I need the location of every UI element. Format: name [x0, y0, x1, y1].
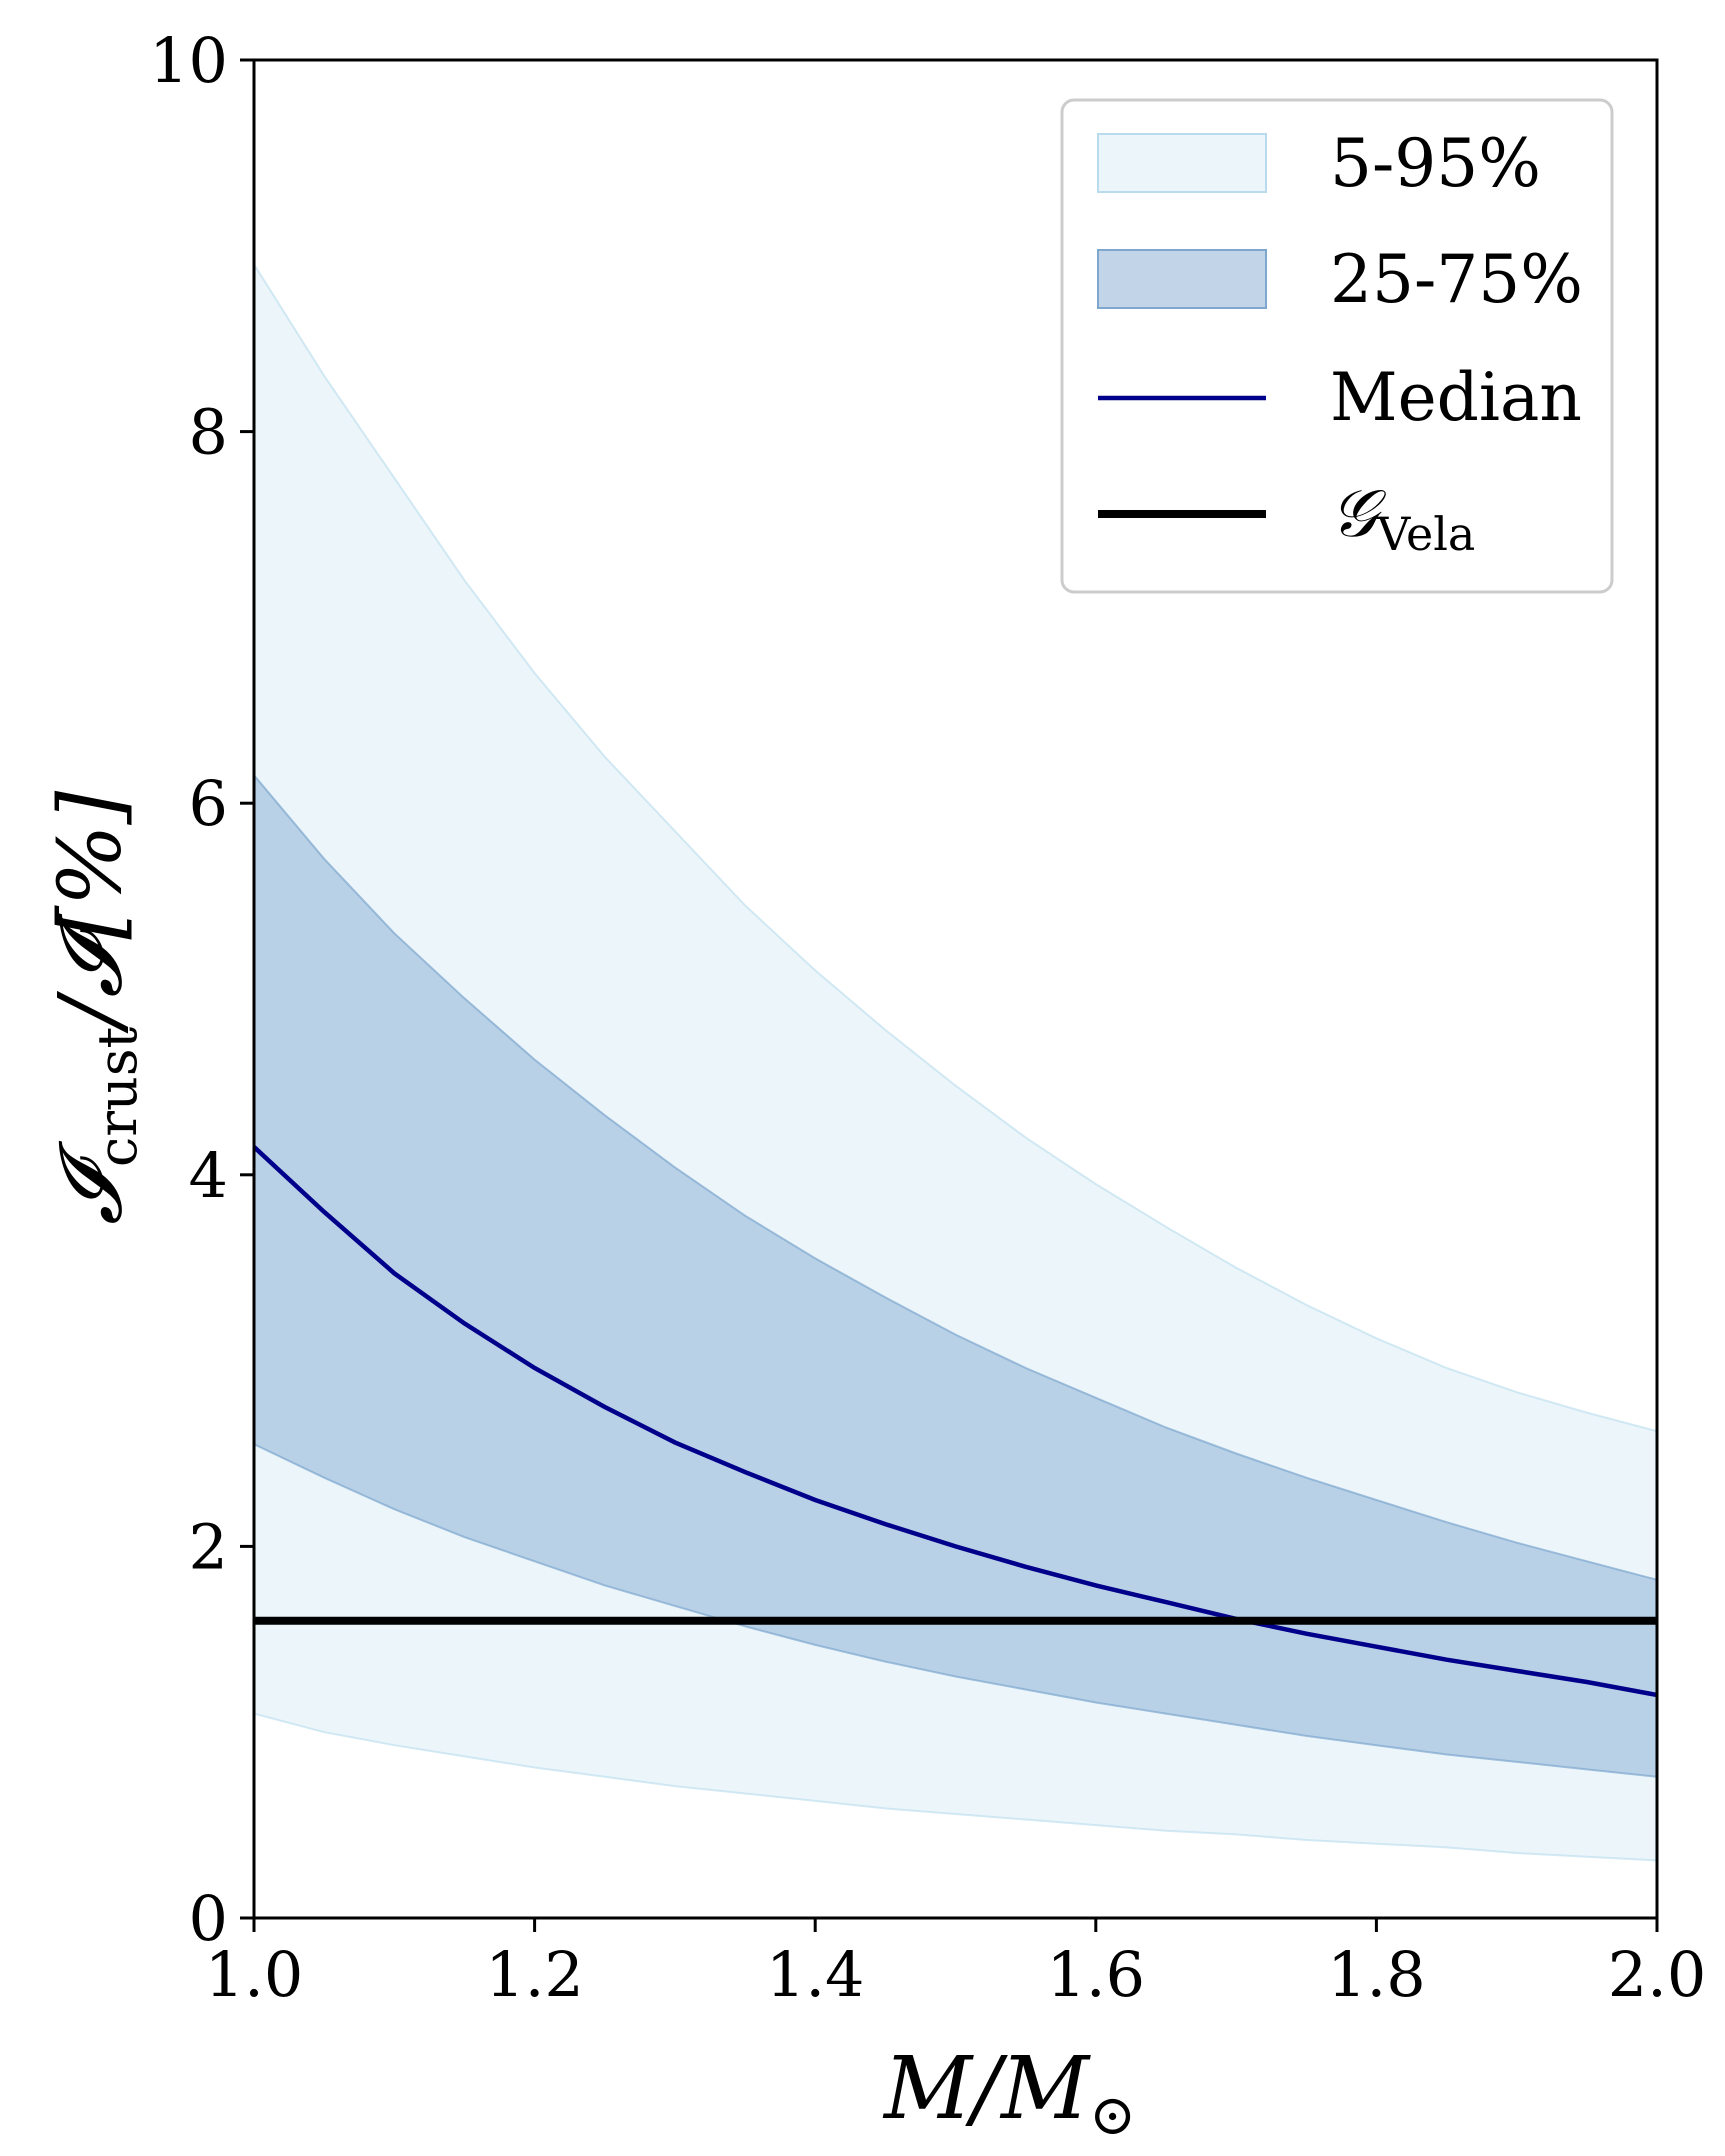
median-line [252, 1145, 1658, 1698]
y-axis-title-tail: /𝓘[%] [41, 790, 141, 1033]
x-tick-label: 1.0 [205, 1938, 304, 2011]
x-tick-label: 2.0 [1608, 1938, 1707, 2011]
x-tick-label: 1.6 [1046, 1938, 1145, 2011]
legend-label-vela-subscript: Vela [1376, 507, 1475, 561]
y-tick-label: 10 [149, 24, 228, 97]
x-axis: 1.0 1.2 1.4 1.6 1.8 2.0 [205, 1918, 1707, 2011]
legend-swatch-25-75 [1097, 249, 1267, 309]
x-tick-label: 1.2 [485, 1938, 584, 2011]
y-axis-title: 𝓘crust/𝓘[%] [41, 790, 149, 1225]
legend: 5-95% 25-75% Median 𝒢Vela [1060, 98, 1614, 594]
legend-box [1060, 98, 1614, 594]
x-axis-title: M/M⊙ [882, 2039, 1136, 2148]
y-axis-title-subscript: crust [86, 1026, 149, 1167]
y-tick-label: 8 [189, 396, 228, 469]
legend-label-5-95: 5-95% [1330, 125, 1541, 202]
axes-frame [252, 58, 1659, 1920]
x-axis-title-subscript: ⊙ [1089, 2083, 1136, 2148]
legend-swatch-5-95 [1097, 133, 1267, 193]
y-axis: 0 2 4 6 8 10 [149, 24, 254, 1955]
x-tick-label: 1.8 [1327, 1938, 1426, 2011]
y-tick-label: 6 [189, 767, 228, 840]
x-axis-title-main: M/M [882, 2039, 1091, 2139]
y-tick-label: 4 [189, 1139, 228, 1212]
legend-label-median: Median [1330, 359, 1582, 436]
y-tick-label: 0 [189, 1882, 228, 1955]
legend-label-25-75: 25-75% [1330, 241, 1583, 318]
x-tick-label: 1.4 [766, 1938, 865, 2011]
y-tick-label: 2 [189, 1510, 228, 1583]
legend-label-vela: 𝒢Vela [1330, 475, 1475, 561]
